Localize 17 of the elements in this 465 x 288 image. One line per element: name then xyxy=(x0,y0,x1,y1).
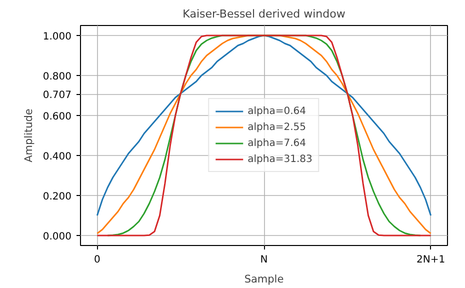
chart-title: Kaiser-Bessel derived window xyxy=(182,8,346,20)
x-axis-title: Sample xyxy=(244,274,284,286)
x-tick-label: 2N+1 xyxy=(416,254,446,266)
legend-label: alpha=31.83 xyxy=(248,153,312,165)
y-tick-label: 0.600 xyxy=(42,112,72,122)
y-tick-label: 0.200 xyxy=(42,192,72,202)
y-tick-label: 0.800 xyxy=(42,72,72,82)
y-tick-label: 0.400 xyxy=(42,152,72,162)
y-axis-title: Amplitude xyxy=(22,108,35,162)
y-tick-label: 0.000 xyxy=(42,232,72,242)
x-tick-label: N xyxy=(260,254,268,266)
y-tick-label: 0.707 xyxy=(42,90,72,102)
x-tick-label: 0 xyxy=(94,254,100,266)
y-tick-label: 1.000 xyxy=(42,32,72,42)
legend-label: alpha=0.64 xyxy=(248,105,306,117)
legend-label: alpha=7.64 xyxy=(248,137,306,149)
legend-label: alpha=2.55 xyxy=(248,121,306,133)
